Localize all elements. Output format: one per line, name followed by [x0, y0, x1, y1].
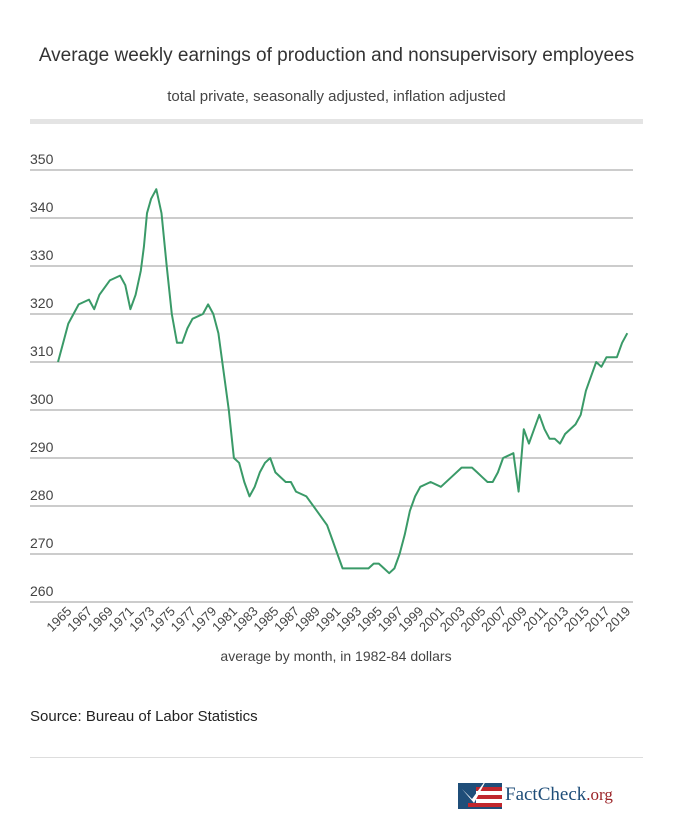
y-tick-label: 300	[30, 391, 54, 407]
x-axis-label: average by month, in 1982-84 dollars	[220, 648, 451, 664]
y-tick-label: 260	[30, 583, 54, 599]
factcheck-logo-text: FactCheck.org	[505, 784, 613, 805]
y-tick-label: 290	[30, 439, 54, 455]
chart-subtitle: total private, seasonally adjusted, infl…	[167, 88, 506, 105]
y-tick-label: 330	[30, 247, 54, 263]
x-tick-label: 2019	[602, 604, 633, 635]
y-tick-label: 280	[30, 487, 54, 503]
source-note: Source: Bureau of Labor Statistics	[30, 708, 258, 725]
y-tick-label: 270	[30, 535, 54, 551]
footer-divider	[30, 757, 643, 758]
series-line	[57, 188, 629, 575]
y-tick-label: 320	[30, 295, 54, 311]
y-tick-label: 310	[30, 343, 54, 359]
y-tick-label: 340	[30, 199, 54, 215]
factcheck-flag-logo-icon	[458, 777, 502, 809]
chart-title: Average weekly earnings of production an…	[38, 45, 635, 66]
y-tick-label: 350	[30, 151, 54, 167]
header-divider	[30, 119, 643, 124]
line-chart: 2602702802903003103203303403501965196719…	[30, 151, 633, 664]
